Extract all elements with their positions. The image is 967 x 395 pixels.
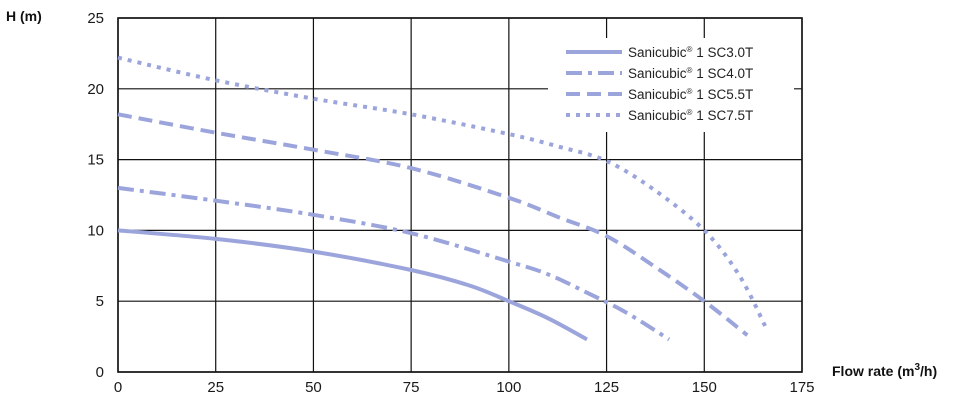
- x-tick-label: 0: [114, 379, 122, 395]
- x-tick-label: 100: [496, 379, 521, 395]
- legend-label-model: 1 SC7.5T: [692, 108, 753, 123]
- x-axis-title-superscript: 3: [914, 362, 920, 373]
- series-line-4: [117, 55, 769, 331]
- y-tick-label: 20: [87, 81, 104, 98]
- legend-label-model: 1 SC4.0T: [692, 66, 753, 81]
- legend-label-registered-mark: ®: [687, 87, 693, 96]
- legend-label-registered-mark: ®: [687, 108, 693, 117]
- x-tick-label: 25: [207, 379, 224, 395]
- series-line-1: [117, 228, 588, 342]
- x-tick-label: 175: [789, 379, 814, 395]
- legend-label-4: Sanicubic® 1 SC7.5T: [628, 108, 753, 123]
- y-tick-label: 5: [96, 293, 104, 310]
- y-axis-title: H (m): [6, 8, 42, 24]
- series-line-3: [117, 112, 749, 337]
- x-axis-title-end: /h): [920, 363, 937, 379]
- tick-labels: 0 25 50 75 100 125 150 175 0 5 10 15 20 25: [87, 10, 814, 395]
- legend-label-model: 1 SC3.0T: [692, 45, 753, 60]
- x-tick-label: 50: [305, 379, 322, 395]
- legend-label-registered-mark: ®: [687, 66, 693, 75]
- legend-label-name: Sanicubic: [628, 66, 687, 81]
- y-tick-label: 15: [87, 152, 104, 169]
- x-tick-label: 125: [594, 379, 619, 395]
- y-tick-label: 10: [87, 222, 104, 239]
- grid-lines: [117, 17, 803, 373]
- series-lines: [117, 55, 769, 342]
- legend-label-3: Sanicubic® 1 SC5.5T: [628, 87, 753, 102]
- x-axis-title-main: Flow rate (m: [832, 363, 914, 379]
- legend-label-1: Sanicubic® 1 SC3.0T: [628, 45, 753, 60]
- legend-label-name: Sanicubic: [628, 108, 687, 123]
- legend-label-name: Sanicubic: [628, 45, 687, 60]
- legend-label-2: Sanicubic® 1 SC4.0T: [628, 66, 753, 81]
- series-line-2: [117, 185, 671, 342]
- x-tick-label: 150: [692, 379, 717, 395]
- legend-label-name: Sanicubic: [628, 87, 687, 102]
- y-tick-label: 25: [87, 10, 104, 27]
- legend-label-model: 1 SC5.5T: [692, 87, 753, 102]
- x-axis-title: Flow rate (m3/h): [832, 362, 937, 379]
- legend-label-registered-mark: ®: [687, 45, 693, 54]
- y-tick-label: 0: [96, 364, 104, 381]
- x-tick-label: 75: [403, 379, 420, 395]
